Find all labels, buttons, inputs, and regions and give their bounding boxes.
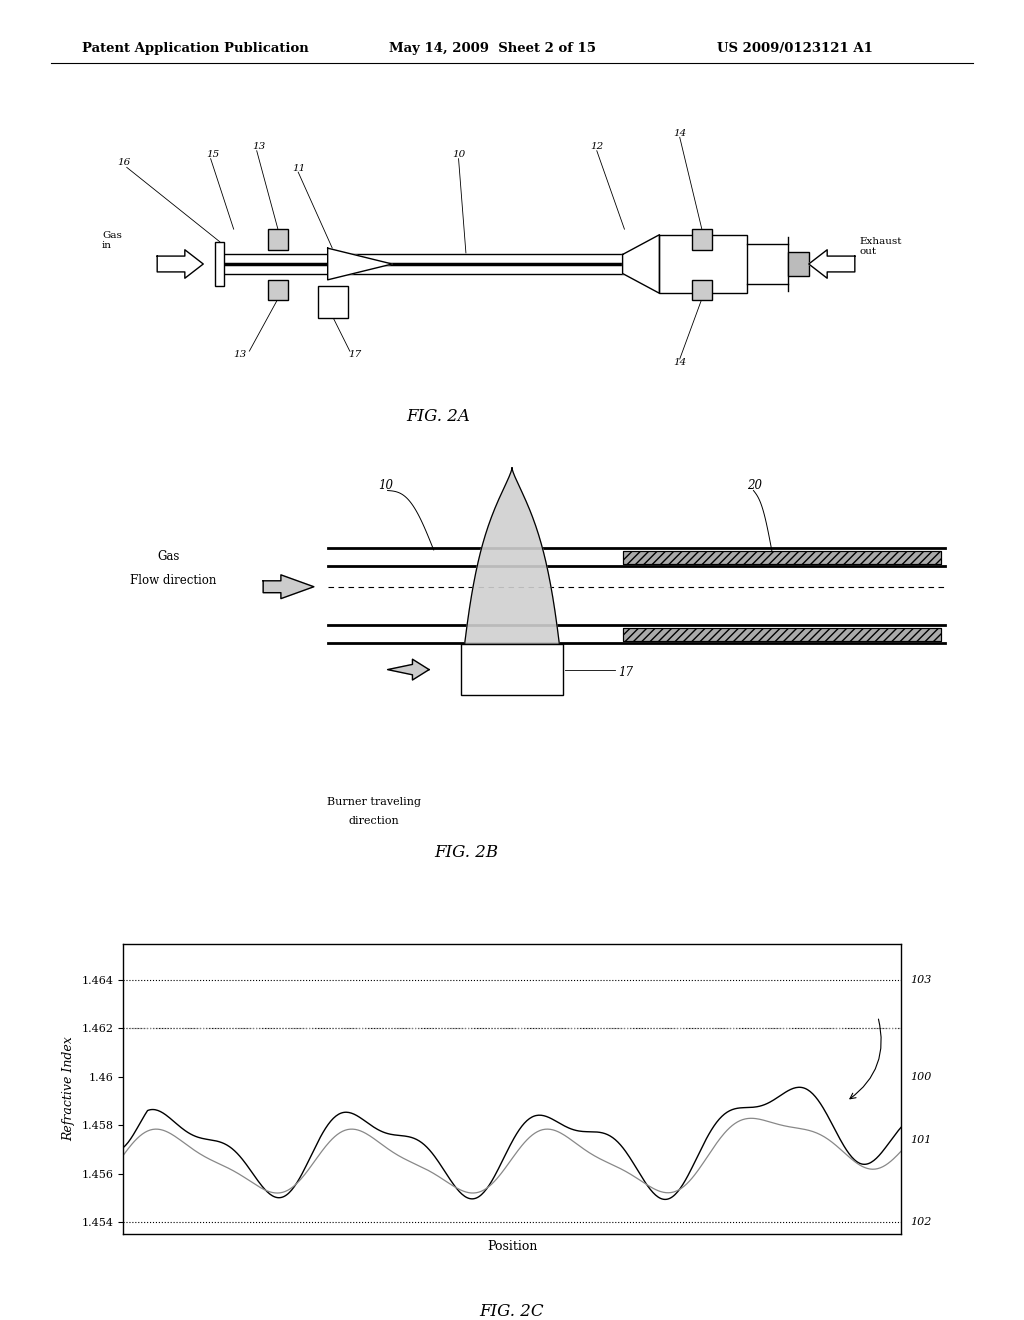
Bar (623, 628, 941, 640)
Text: 15: 15 (206, 150, 219, 160)
Bar (788, 252, 809, 276)
Text: US 2009/0123121 A1: US 2009/0123121 A1 (717, 42, 872, 55)
Text: Burner traveling: Burner traveling (327, 797, 421, 808)
Text: 11: 11 (293, 164, 306, 173)
Bar (659, 235, 748, 293)
Polygon shape (263, 576, 313, 599)
Text: May 14, 2009  Sheet 2 of 15: May 14, 2009 Sheet 2 of 15 (389, 42, 596, 55)
Polygon shape (388, 659, 429, 680)
Text: 12: 12 (591, 143, 603, 152)
Polygon shape (465, 469, 559, 644)
Text: 14: 14 (674, 128, 686, 137)
Text: 17: 17 (618, 667, 633, 678)
Bar (318, 286, 348, 318)
Bar (692, 230, 712, 249)
Polygon shape (623, 235, 659, 293)
Text: 10: 10 (379, 479, 393, 492)
Text: FIG. 2B: FIG. 2B (434, 843, 498, 861)
Text: 100: 100 (910, 1072, 932, 1082)
Bar (462, 644, 563, 694)
Bar (215, 242, 224, 286)
Y-axis label: Refractive Index: Refractive Index (62, 1036, 76, 1142)
X-axis label: Position: Position (486, 1239, 538, 1253)
Bar (623, 628, 941, 640)
Text: 101: 101 (910, 1135, 932, 1144)
Bar (692, 280, 712, 301)
Text: 13: 13 (252, 143, 265, 152)
Bar (268, 230, 288, 249)
Text: 17: 17 (348, 350, 361, 359)
Polygon shape (328, 248, 392, 280)
Text: 14: 14 (674, 358, 686, 367)
Text: Exhaust
out: Exhaust out (859, 236, 902, 256)
Bar (623, 550, 941, 564)
Text: FIG. 2A: FIG. 2A (407, 408, 470, 425)
Text: Gas: Gas (158, 550, 179, 564)
Polygon shape (158, 249, 203, 279)
Text: Patent Application Publication: Patent Application Publication (82, 42, 308, 55)
Text: 102: 102 (910, 1217, 932, 1228)
Text: 13: 13 (233, 350, 247, 359)
Text: 103: 103 (910, 975, 932, 985)
Text: Gas
in: Gas in (102, 231, 122, 249)
Bar (268, 280, 288, 301)
Bar (623, 550, 941, 564)
Polygon shape (809, 249, 855, 279)
Text: 16: 16 (118, 158, 131, 168)
Text: direction: direction (348, 816, 399, 826)
Text: 20: 20 (748, 479, 762, 492)
Text: 10: 10 (453, 150, 465, 160)
Text: FIG. 2C: FIG. 2C (479, 1303, 545, 1320)
Text: Flow direction: Flow direction (129, 574, 216, 587)
